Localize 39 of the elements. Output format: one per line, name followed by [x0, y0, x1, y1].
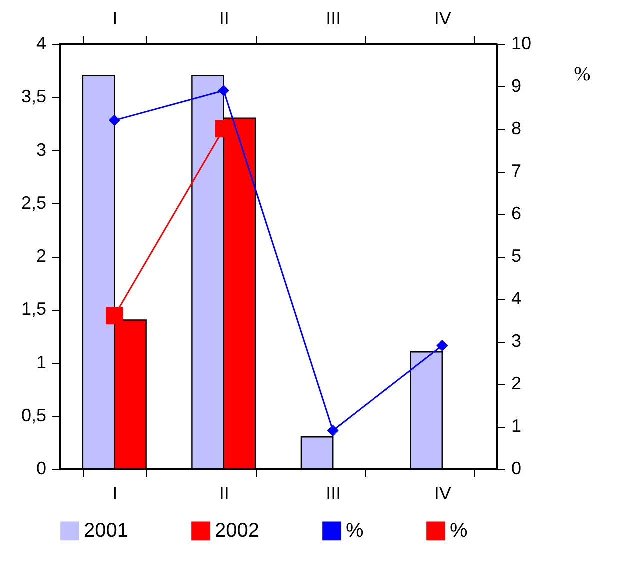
y-tick-label: 1 [36, 352, 46, 372]
point [218, 85, 230, 96]
y-tick-label: 4 [36, 34, 46, 54]
point [108, 114, 120, 126]
y-tick-label: 3 [36, 140, 46, 160]
x-tick-label: II [219, 484, 230, 504]
legend-label: % [450, 520, 468, 542]
category-label: III [326, 8, 342, 28]
point [106, 307, 124, 325]
category-label: II [219, 8, 230, 28]
y-tick-label: 3,5 [21, 86, 46, 107]
point [327, 425, 339, 436]
y2-tick-label: 2 [512, 374, 522, 394]
y2-axis-title: % [574, 64, 591, 86]
y-tick-label: 0 [36, 458, 46, 478]
y-tick-label: 0,5 [21, 405, 46, 426]
y2-tick-label: 7 [512, 161, 522, 181]
y-tick-label: 2 [36, 246, 46, 266]
legend-label: 2002 [215, 520, 260, 542]
legend-label: 2001 [84, 520, 128, 542]
y2-tick-label: 9 [512, 76, 522, 96]
y2-tick-label: 3 [512, 331, 522, 351]
x-tick-label: III [326, 484, 342, 504]
y2-tick-label: 6 [512, 204, 522, 224]
legend-label: % [346, 520, 364, 542]
y2-tick-label: 5 [512, 246, 522, 266]
x-tick-label: IV [434, 484, 452, 504]
y-tick-label: 2,5 [21, 192, 46, 213]
y2-tick-label: 1 [512, 416, 522, 436]
y2-tick-label: 0 [512, 458, 522, 478]
y2-tick-label: 8 [512, 118, 522, 138]
category-label: IV [434, 8, 452, 28]
x-tick-label: I [112, 484, 118, 504]
y-tick-label: 1,5 [21, 299, 46, 320]
point [215, 120, 233, 138]
point [436, 340, 448, 352]
category-label: I [112, 8, 118, 28]
y2-tick-label: 10 [512, 34, 532, 54]
y2-tick-label: 4 [512, 288, 522, 308]
